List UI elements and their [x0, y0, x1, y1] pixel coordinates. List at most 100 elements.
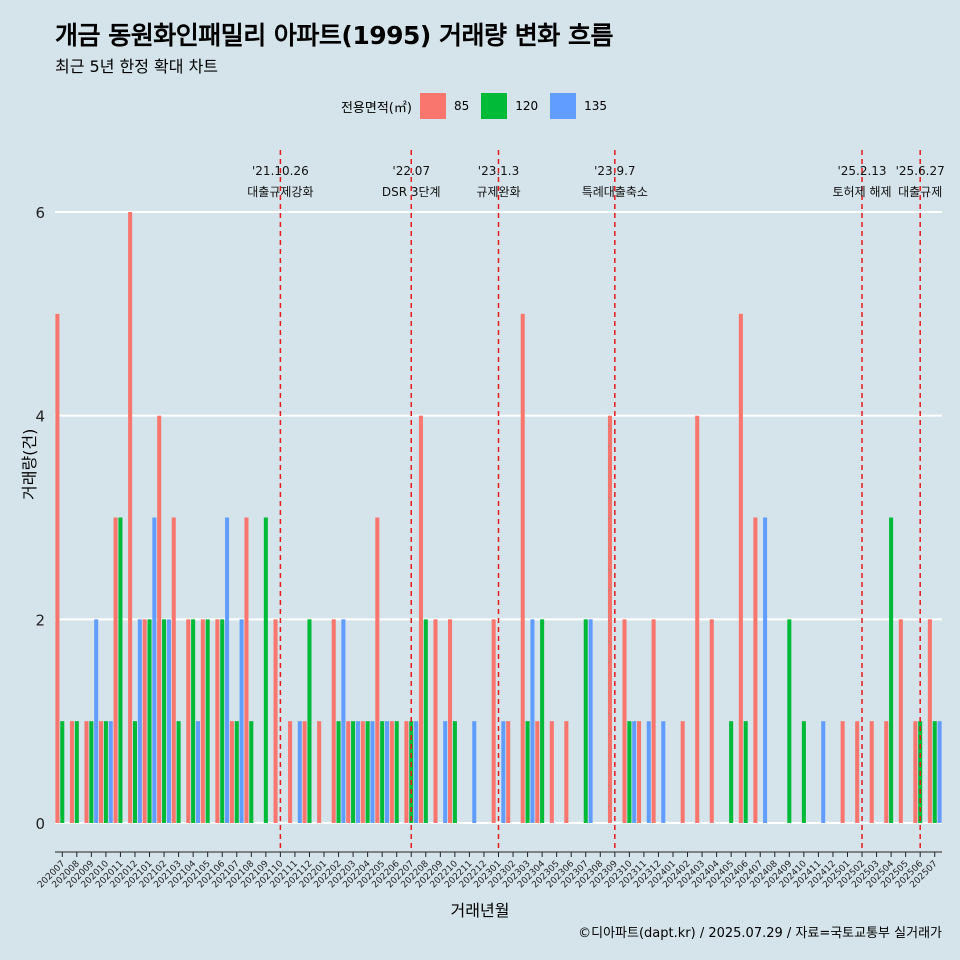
- bar-135-202203: [355, 721, 360, 823]
- bar-85-202304: [535, 721, 540, 823]
- bar-85-202506: [913, 721, 918, 823]
- y-tick-label: 4: [35, 408, 45, 426]
- bar-85-202210: [448, 619, 453, 823]
- bar-120-202303: [525, 721, 530, 823]
- bar-85-202204: [360, 721, 365, 823]
- event-label: 특례대출축소: [582, 185, 648, 199]
- legend-title: 전용면적(㎡): [340, 100, 412, 116]
- bar-120-202108: [249, 721, 254, 823]
- bar-135-202205: [384, 721, 390, 823]
- bar-85-202501: [840, 721, 845, 823]
- bar-120-202405: [729, 721, 734, 823]
- bar-85-202201: [317, 721, 322, 823]
- bar-85-202105: [200, 619, 205, 823]
- bar-120-202112: [307, 619, 312, 823]
- bar-85-202502: [855, 721, 860, 823]
- bar-135-202311: [646, 721, 651, 823]
- chart-subtitle: 최근 5년 한정 확대 차트: [55, 57, 219, 76]
- bar-135-202204: [370, 721, 375, 823]
- bar-120-202507: [932, 721, 937, 823]
- bar-120-202010: [103, 721, 108, 823]
- bar-120-202504: [889, 517, 894, 823]
- bar-85-202505: [898, 619, 903, 823]
- bar-120-202107: [234, 721, 239, 823]
- bar-135-202301: [501, 721, 506, 823]
- bar-85-202207: [404, 721, 409, 823]
- bar-85-202312: [651, 619, 656, 823]
- event-date: '25.6.27: [896, 164, 945, 178]
- bar-85-202303: [520, 313, 525, 823]
- bar-135-202106: [225, 517, 230, 823]
- bar-85-202504: [884, 721, 889, 823]
- bar-135-202101: [152, 517, 157, 823]
- event-date: '22.07: [392, 164, 430, 178]
- bar-85-202310: [622, 619, 627, 823]
- y-axis-label: 거래량(건): [20, 428, 39, 500]
- bar-85-202206: [389, 721, 394, 823]
- bar-135-202307: [588, 619, 593, 823]
- event-label: 토허제 해제: [833, 185, 892, 199]
- bar-85-202012: [128, 212, 133, 823]
- event-date: '25.2.13: [837, 164, 886, 178]
- bar-135-202211: [472, 721, 477, 823]
- bar-135-202012: [137, 619, 142, 823]
- event-date: '21.10.26: [252, 164, 309, 178]
- legend-label-120: 120: [515, 99, 539, 113]
- bar-120-202204: [365, 721, 370, 823]
- bar-120-202310: [627, 721, 632, 823]
- bar-120-202011: [118, 517, 123, 823]
- bar-85-202205: [375, 517, 380, 823]
- bar-135-202209: [443, 721, 448, 823]
- bar-120-202103: [176, 721, 181, 823]
- bar-85-202209: [433, 619, 438, 823]
- event-label: 대출규제강화: [247, 185, 313, 199]
- bar-135-202207: [414, 721, 419, 823]
- legend-label-135: 135: [584, 99, 608, 113]
- bar-85-202301: [491, 619, 496, 823]
- bar-120-202009: [89, 721, 94, 823]
- bar-85-202203: [346, 721, 351, 823]
- event-label: 대출규제: [898, 185, 942, 199]
- bar-85-202406: [738, 313, 743, 823]
- bar-85-202104: [186, 619, 191, 823]
- bar-135-202010: [108, 721, 113, 823]
- bar-135-202102: [166, 619, 171, 823]
- bar-85-202107: [229, 721, 234, 823]
- event-date: '23.1.3: [478, 164, 519, 178]
- bar-85-202103: [171, 517, 176, 823]
- event-label: 규제완화: [476, 185, 520, 199]
- bar-120-202409: [787, 619, 792, 823]
- bar-120-202304: [540, 619, 545, 823]
- bar-120-202106: [220, 619, 225, 823]
- bar-85-202407: [753, 517, 758, 823]
- y-tick-label: 0: [35, 815, 45, 833]
- bar-120-202410: [801, 721, 806, 823]
- legend-swatch-135: [550, 93, 577, 119]
- bar-85-202507: [927, 619, 932, 823]
- bar-85-202302: [506, 721, 511, 823]
- bar-120-202202: [336, 721, 341, 823]
- bar-135-202107: [239, 619, 244, 823]
- bar-85-202404: [709, 619, 714, 823]
- bar-85-202102: [157, 415, 162, 823]
- legend: 전용면적(㎡) 85 120 135: [0, 93, 960, 119]
- bar-120-202101: [147, 619, 152, 823]
- chart-title: 개금 동원화인패밀리 아파트(1995) 거래량 변화 흐름: [55, 21, 613, 50]
- legend-swatch-120: [481, 93, 508, 119]
- bar-135-202303: [530, 619, 535, 823]
- bar-85-202311: [637, 721, 642, 823]
- bar-85-202208: [418, 415, 423, 823]
- bar-120-202102: [162, 619, 167, 823]
- bar-120-202307: [583, 619, 588, 823]
- bar-85-202402: [680, 721, 685, 823]
- bar-85-202108: [244, 517, 249, 823]
- x-axis-label: 거래년월: [450, 901, 510, 920]
- bar-120-202208: [423, 619, 428, 823]
- bar-85-202112: [302, 721, 307, 823]
- bar-120-202105: [205, 619, 210, 823]
- bar-120-202206: [394, 721, 399, 823]
- event-date: '23.9.7: [594, 164, 635, 178]
- bar-135-202310: [632, 721, 637, 823]
- source-caption: ©디아파트(dapt.kr) / 2025.07.29 / 자료=국토교통부 실…: [578, 926, 942, 941]
- legend-label-85: 85: [453, 99, 470, 113]
